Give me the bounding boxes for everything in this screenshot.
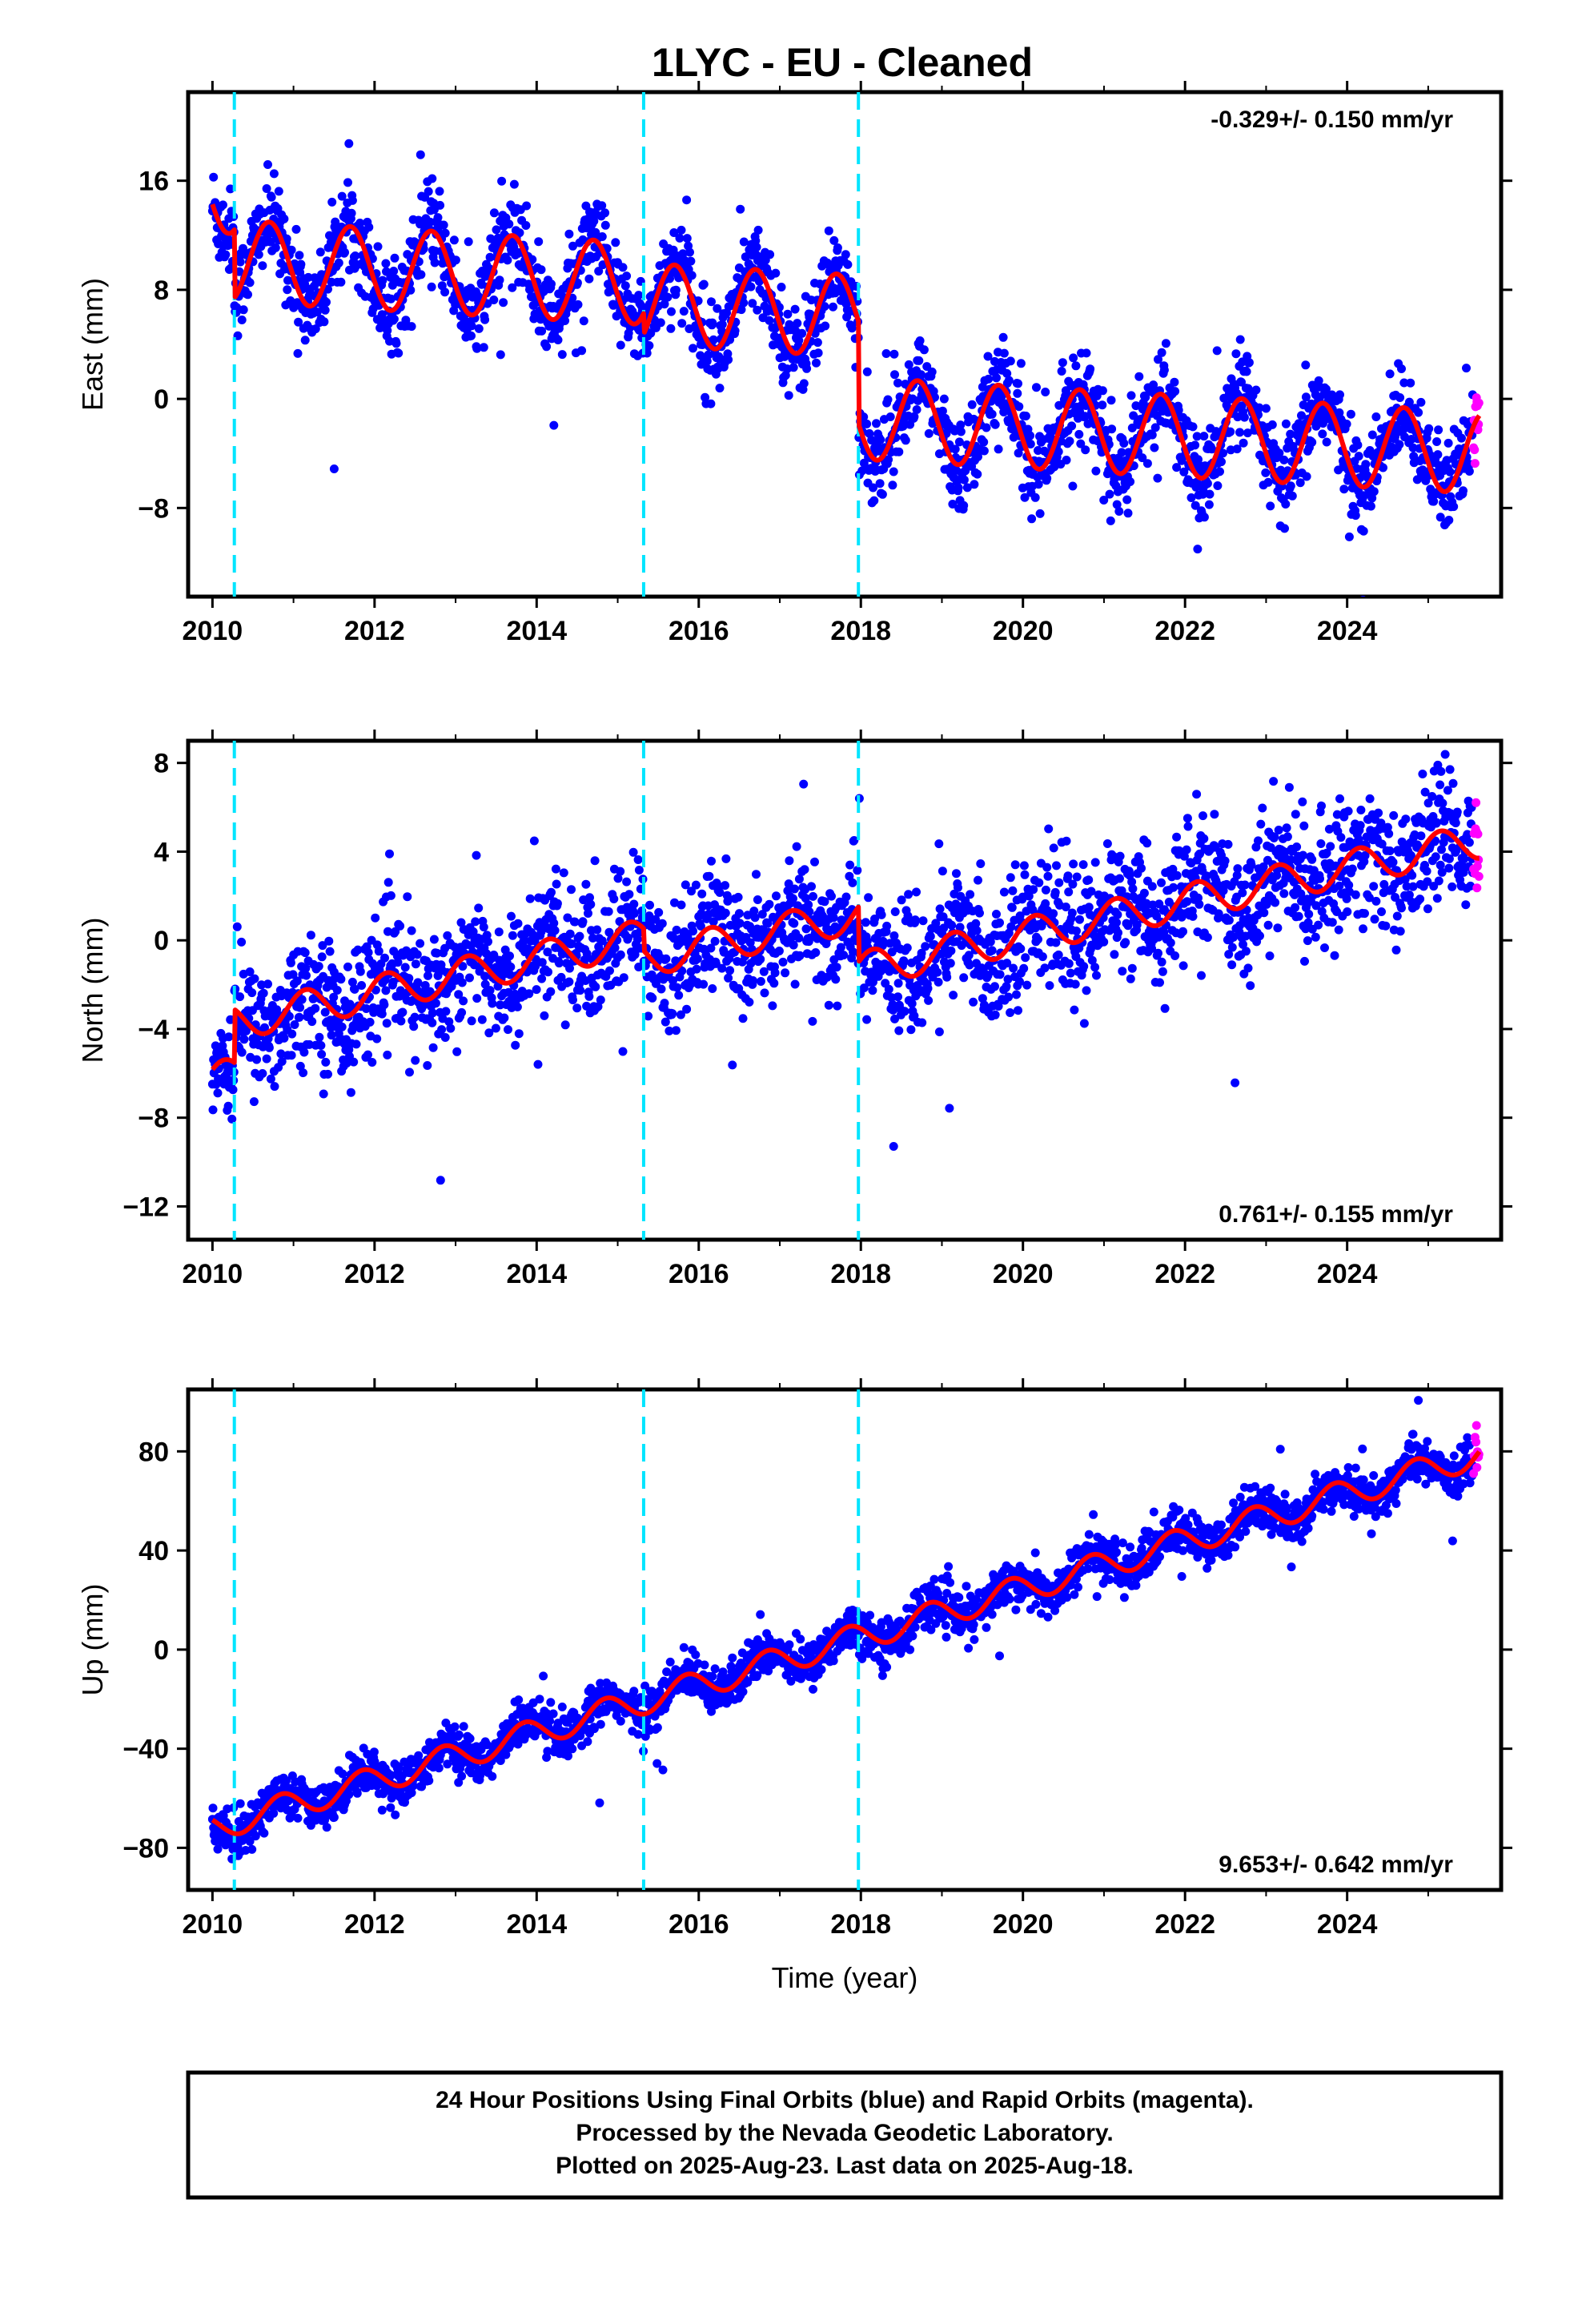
y-tick-label: −40 (122, 1735, 169, 1765)
model-curve (211, 828, 1481, 1072)
up-panel: 2010 2012 2014 2016 2018 2020 2022 2024 −80 −40 0 4… (76, 1378, 1512, 1994)
x-tick-label: 2014 (506, 616, 567, 646)
x-tick-label: 2018 (830, 1909, 891, 1940)
x-tick-label: 2020 (993, 1909, 1054, 1940)
velocity-label: -0.329+/- 0.150 mm/yr (1211, 107, 1453, 133)
x-tick-label: 2022 (1154, 1909, 1215, 1940)
plot-area (207, 1389, 1484, 1890)
axes-frame (186, 1387, 1504, 1892)
x-tick-label: 2018 (830, 1259, 891, 1289)
x-tick-label: 2016 (669, 616, 729, 646)
y-tick-label: 0 (154, 384, 169, 415)
x-tick-label: 2024 (1317, 616, 1378, 646)
velocity-label: 9.653+/- 0.642 mm/yr (1219, 1852, 1453, 1878)
rapid-orbit-points (1469, 798, 1484, 893)
x-tick-label: 2012 (344, 616, 405, 646)
y-tick-label: 16 (139, 167, 169, 197)
x-tick-label: 2016 (669, 1259, 729, 1289)
x-tick-label: 2010 (183, 1909, 243, 1940)
x-tick-label: 2022 (1154, 1259, 1215, 1289)
y-tick-label: −80 (122, 1833, 169, 1864)
x-tick-label: 2022 (1154, 616, 1215, 646)
x-tick-label: 2014 (506, 1259, 567, 1289)
axes-frame (186, 738, 1504, 1242)
x-tick-label: 2018 (830, 616, 891, 646)
y-tick-label: 80 (139, 1437, 169, 1467)
x-tick-label: 2020 (993, 1259, 1054, 1289)
final-orbit-points (207, 750, 1477, 1185)
y-tick-label: 4 (154, 837, 169, 867)
y-axis-label: Up (mm) (76, 1584, 109, 1696)
y-axis-label: East (mm) (76, 278, 109, 411)
x-tick-label: 2016 (669, 1909, 729, 1940)
x-axis-label: Time (year) (772, 1961, 918, 1994)
y-tick-label: −4 (138, 1015, 169, 1045)
rapid-orbit-points (1469, 1421, 1484, 1478)
y-axis-label: North (mm) (76, 918, 109, 1063)
y-tick-label: −8 (138, 493, 169, 524)
y-tick-label: 8 (154, 275, 169, 306)
plot-area (207, 92, 1484, 597)
x-tick-label: 2012 (344, 1909, 405, 1940)
footer-line-2: Processed by the Nevada Geodetic Laborat… (576, 2120, 1113, 2146)
y-tick-label: −8 (138, 1104, 169, 1134)
y-tick-label: 8 (154, 749, 169, 779)
east-panel: 2010 2012 2014 2016 2018 2020 2022 2024 −8 0 8 16 Ea… (76, 81, 1512, 646)
model-curve (211, 1449, 1482, 1836)
final-orbit-points (207, 139, 1477, 597)
x-tick-label: 2020 (993, 616, 1054, 646)
y-tick-label: 40 (139, 1536, 169, 1566)
y-tick-label: 0 (154, 1635, 169, 1666)
velocity-label: 0.761+/- 0.155 mm/yr (1219, 1201, 1453, 1228)
x-tick-label: 2024 (1317, 1909, 1378, 1940)
footer-box: 24 Hour Positions Using Final Orbits (bl… (186, 2070, 1504, 2200)
footer-line-1: 24 Hour Positions Using Final Orbits (bl… (436, 2087, 1254, 2113)
x-tick-label: 2010 (183, 616, 243, 646)
x-tick-label: 2014 (506, 1909, 567, 1940)
footer-line-3: Plotted on 2025-Aug-23. Last data on 202… (556, 2153, 1134, 2179)
x-tick-label: 2024 (1317, 1259, 1378, 1289)
plot-area (207, 741, 1484, 1240)
x-tick-label: 2010 (183, 1259, 243, 1289)
chart-title: 1LYC - EU - Cleaned (652, 40, 1033, 85)
axes-frame (186, 90, 1504, 599)
y-tick-label: 0 (154, 926, 169, 956)
x-tick-label: 2012 (344, 1259, 405, 1289)
model-curve (210, 203, 1482, 494)
y-tick-label: −12 (122, 1192, 169, 1222)
north-panel: 2010 2012 2014 2016 2018 2020 2022 2024 −12 −8 −4 0… (76, 730, 1512, 1289)
